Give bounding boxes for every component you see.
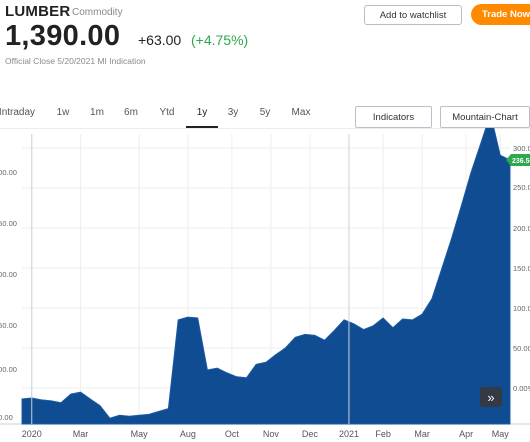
x-axis-tick-label: Dec <box>302 429 319 439</box>
x-axis-tick-label: Oct <box>225 429 240 439</box>
left-axis-tick-label: 300.00 <box>0 168 17 177</box>
trade-now-button[interactable]: Trade Now <box>471 4 530 25</box>
last-value-badge <box>506 154 530 167</box>
chart-type-button[interactable]: Mountain-Chart <box>440 106 530 128</box>
double-chevron-right-icon: » <box>487 389 495 405</box>
x-axis-tick-label: Aug <box>180 429 196 439</box>
x-axis-tick-label: May <box>492 429 510 439</box>
right-axis-tick-label: 200.00% <box>513 224 530 233</box>
right-axis-tick-label: 250.00% <box>513 183 530 192</box>
asset-category: Commodity <box>72 7 123 18</box>
left-axis-tick-label: 100.00 <box>0 365 17 374</box>
x-axis-tick-label: Feb <box>375 429 391 439</box>
left-axis-tick-label: 150.00 <box>0 321 17 330</box>
left-axis-tick-label: 50.00 <box>0 413 13 422</box>
close-note: Official Close 5/20/2021 MI Indication <box>5 56 146 66</box>
tab-6m[interactable]: 6m <box>124 107 138 118</box>
right-axis-tick-label: 150.00% <box>513 264 530 273</box>
right-axis-tick-label: 0.00% <box>513 384 530 393</box>
x-axis-tick-label: Apr <box>459 429 473 439</box>
right-axis-tick-label: 100.00% <box>513 304 530 313</box>
tab-max[interactable]: Max <box>291 107 311 118</box>
x-axis-tick-label: Nov <box>263 429 280 439</box>
price-area-series <box>21 128 511 425</box>
indicators-button[interactable]: Indicators <box>355 106 432 128</box>
tab-1w[interactable]: 1w <box>56 107 70 118</box>
x-axis-tick-label: Mar <box>414 429 430 439</box>
tab-intraday[interactable]: Intraday <box>0 107 36 118</box>
x-axis-tick-label: May <box>131 429 149 439</box>
x-axis-tick-label: 2021 <box>339 429 359 439</box>
tab-5y[interactable]: 5y <box>259 107 271 118</box>
last-price: 1,390.00 <box>5 20 121 52</box>
expand-chart-button[interactable]: » <box>480 387 502 407</box>
x-axis-tick-label: 2020 <box>22 429 42 439</box>
left-axis-tick-label: 200.00 <box>0 270 17 279</box>
tab-1y[interactable]: 1y <box>186 100 218 128</box>
right-axis-tick-label: 300.00% <box>513 144 530 153</box>
right-axis-tick-label: 50.00% <box>513 344 530 353</box>
price-chart: 300.00 250.00 200.00 150.00 100.00 50.00 300.0… <box>0 128 530 439</box>
x-axis-tick-label: Mar <box>73 429 89 439</box>
tab-3y[interactable]: 3y <box>227 107 239 118</box>
last-value-label: 236.56% <box>512 158 530 165</box>
tab-ytd[interactable]: Ytd <box>159 107 175 118</box>
price-change: +63.00 <box>138 32 182 48</box>
left-axis-tick-label: 250.00 <box>0 219 17 228</box>
add-to-watchlist-button[interactable]: Add to watchlist <box>364 5 462 25</box>
tab-1m[interactable]: 1m <box>90 107 104 118</box>
symbol-title: LUMBER <box>5 3 71 20</box>
price-change-percent: (+4.75%) <box>191 32 249 48</box>
